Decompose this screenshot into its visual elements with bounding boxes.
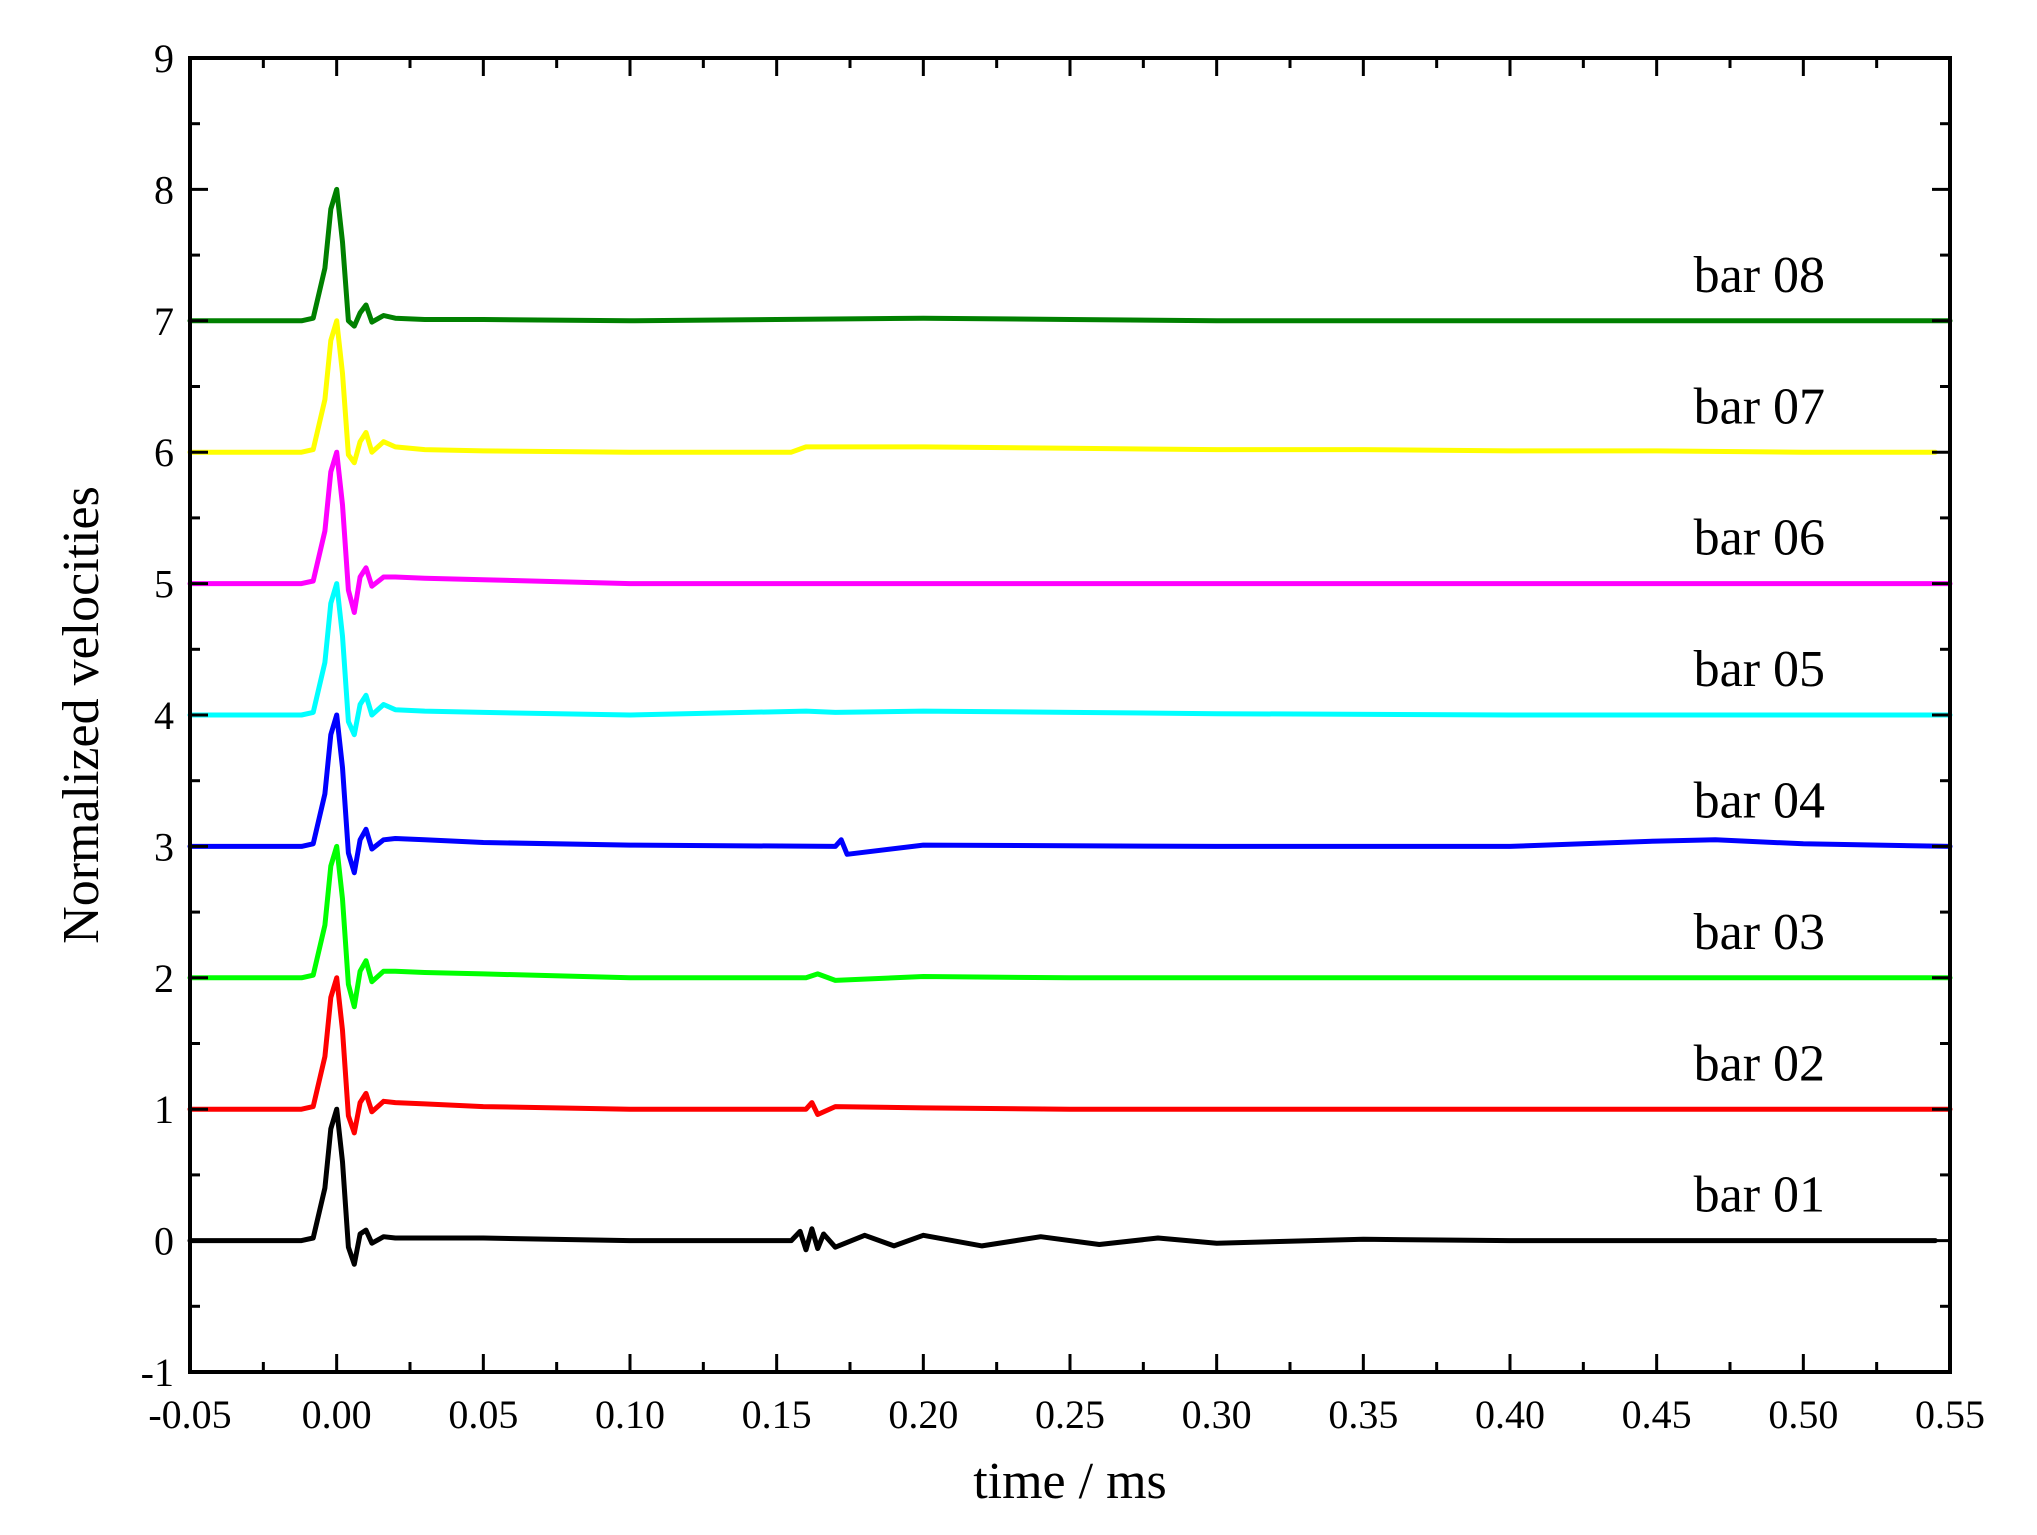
x-tick-label: 0.05	[448, 1392, 518, 1437]
x-tick-label: 0.00	[302, 1392, 372, 1437]
x-tick-label: 0.15	[742, 1392, 812, 1437]
y-tick-label: 1	[154, 1087, 174, 1132]
y-tick-label: 7	[154, 299, 174, 344]
x-tick-label: 0.30	[1182, 1392, 1252, 1437]
x-tick-label: 0.50	[1768, 1392, 1838, 1437]
series-label-8: bar 08	[1694, 247, 1825, 304]
x-axis-title: time / ms	[973, 1453, 1167, 1510]
y-tick-label: 0	[154, 1219, 174, 1264]
y-tick-label: 9	[154, 36, 174, 81]
x-tick-label: 0.40	[1475, 1392, 1545, 1437]
y-axis-title: Normalized velocities	[53, 486, 110, 944]
x-tick-label: 0.55	[1915, 1392, 1985, 1437]
series-line-3	[187, 843, 1953, 1010]
x-tick-label: 0.20	[888, 1392, 958, 1437]
y-tick-label: 4	[154, 693, 174, 738]
series-label-7: bar 07	[1694, 378, 1825, 435]
x-tick-label: 0.25	[1035, 1392, 1105, 1437]
series-line-2	[187, 975, 1953, 1136]
series-layer	[187, 186, 1953, 1267]
x-tick-label: -0.05	[148, 1392, 231, 1437]
series-labels: bar 01 bar 02 bar 03 bar 04 bar 05 bar 06 bar …	[1694, 247, 1825, 1224]
y-tick-label: -1	[141, 1350, 174, 1395]
series-line-8	[187, 186, 1953, 329]
series-label-1: bar 01	[1694, 1167, 1825, 1224]
series-label-5: bar 05	[1694, 641, 1825, 698]
x-tick-label: 0.45	[1622, 1392, 1692, 1437]
x-tick-label: 0.10	[595, 1392, 665, 1437]
series-label-4: bar 04	[1694, 772, 1825, 829]
series-line-5	[187, 581, 1953, 738]
y-tick-label: 6	[154, 430, 174, 475]
series-line-1	[187, 1106, 1938, 1267]
y-tick-label: 8	[154, 167, 174, 212]
series-label-2: bar 02	[1694, 1035, 1825, 1092]
x-tick-label: 0.35	[1328, 1392, 1398, 1437]
ticks: -0.05 0.00 0.05 0.10 0.15 0.20 0.25 0.30 0.35 0.4…	[141, 36, 1985, 1437]
series-label-3: bar 03	[1694, 904, 1825, 961]
y-tick-label: 2	[154, 956, 174, 1001]
series-line-4	[187, 712, 1953, 876]
y-tick-label: 5	[154, 562, 174, 607]
y-tick-label: 3	[154, 824, 174, 869]
series-label-6: bar 06	[1694, 510, 1825, 567]
series-line-6	[187, 449, 1953, 615]
series-line-7	[187, 318, 1938, 466]
